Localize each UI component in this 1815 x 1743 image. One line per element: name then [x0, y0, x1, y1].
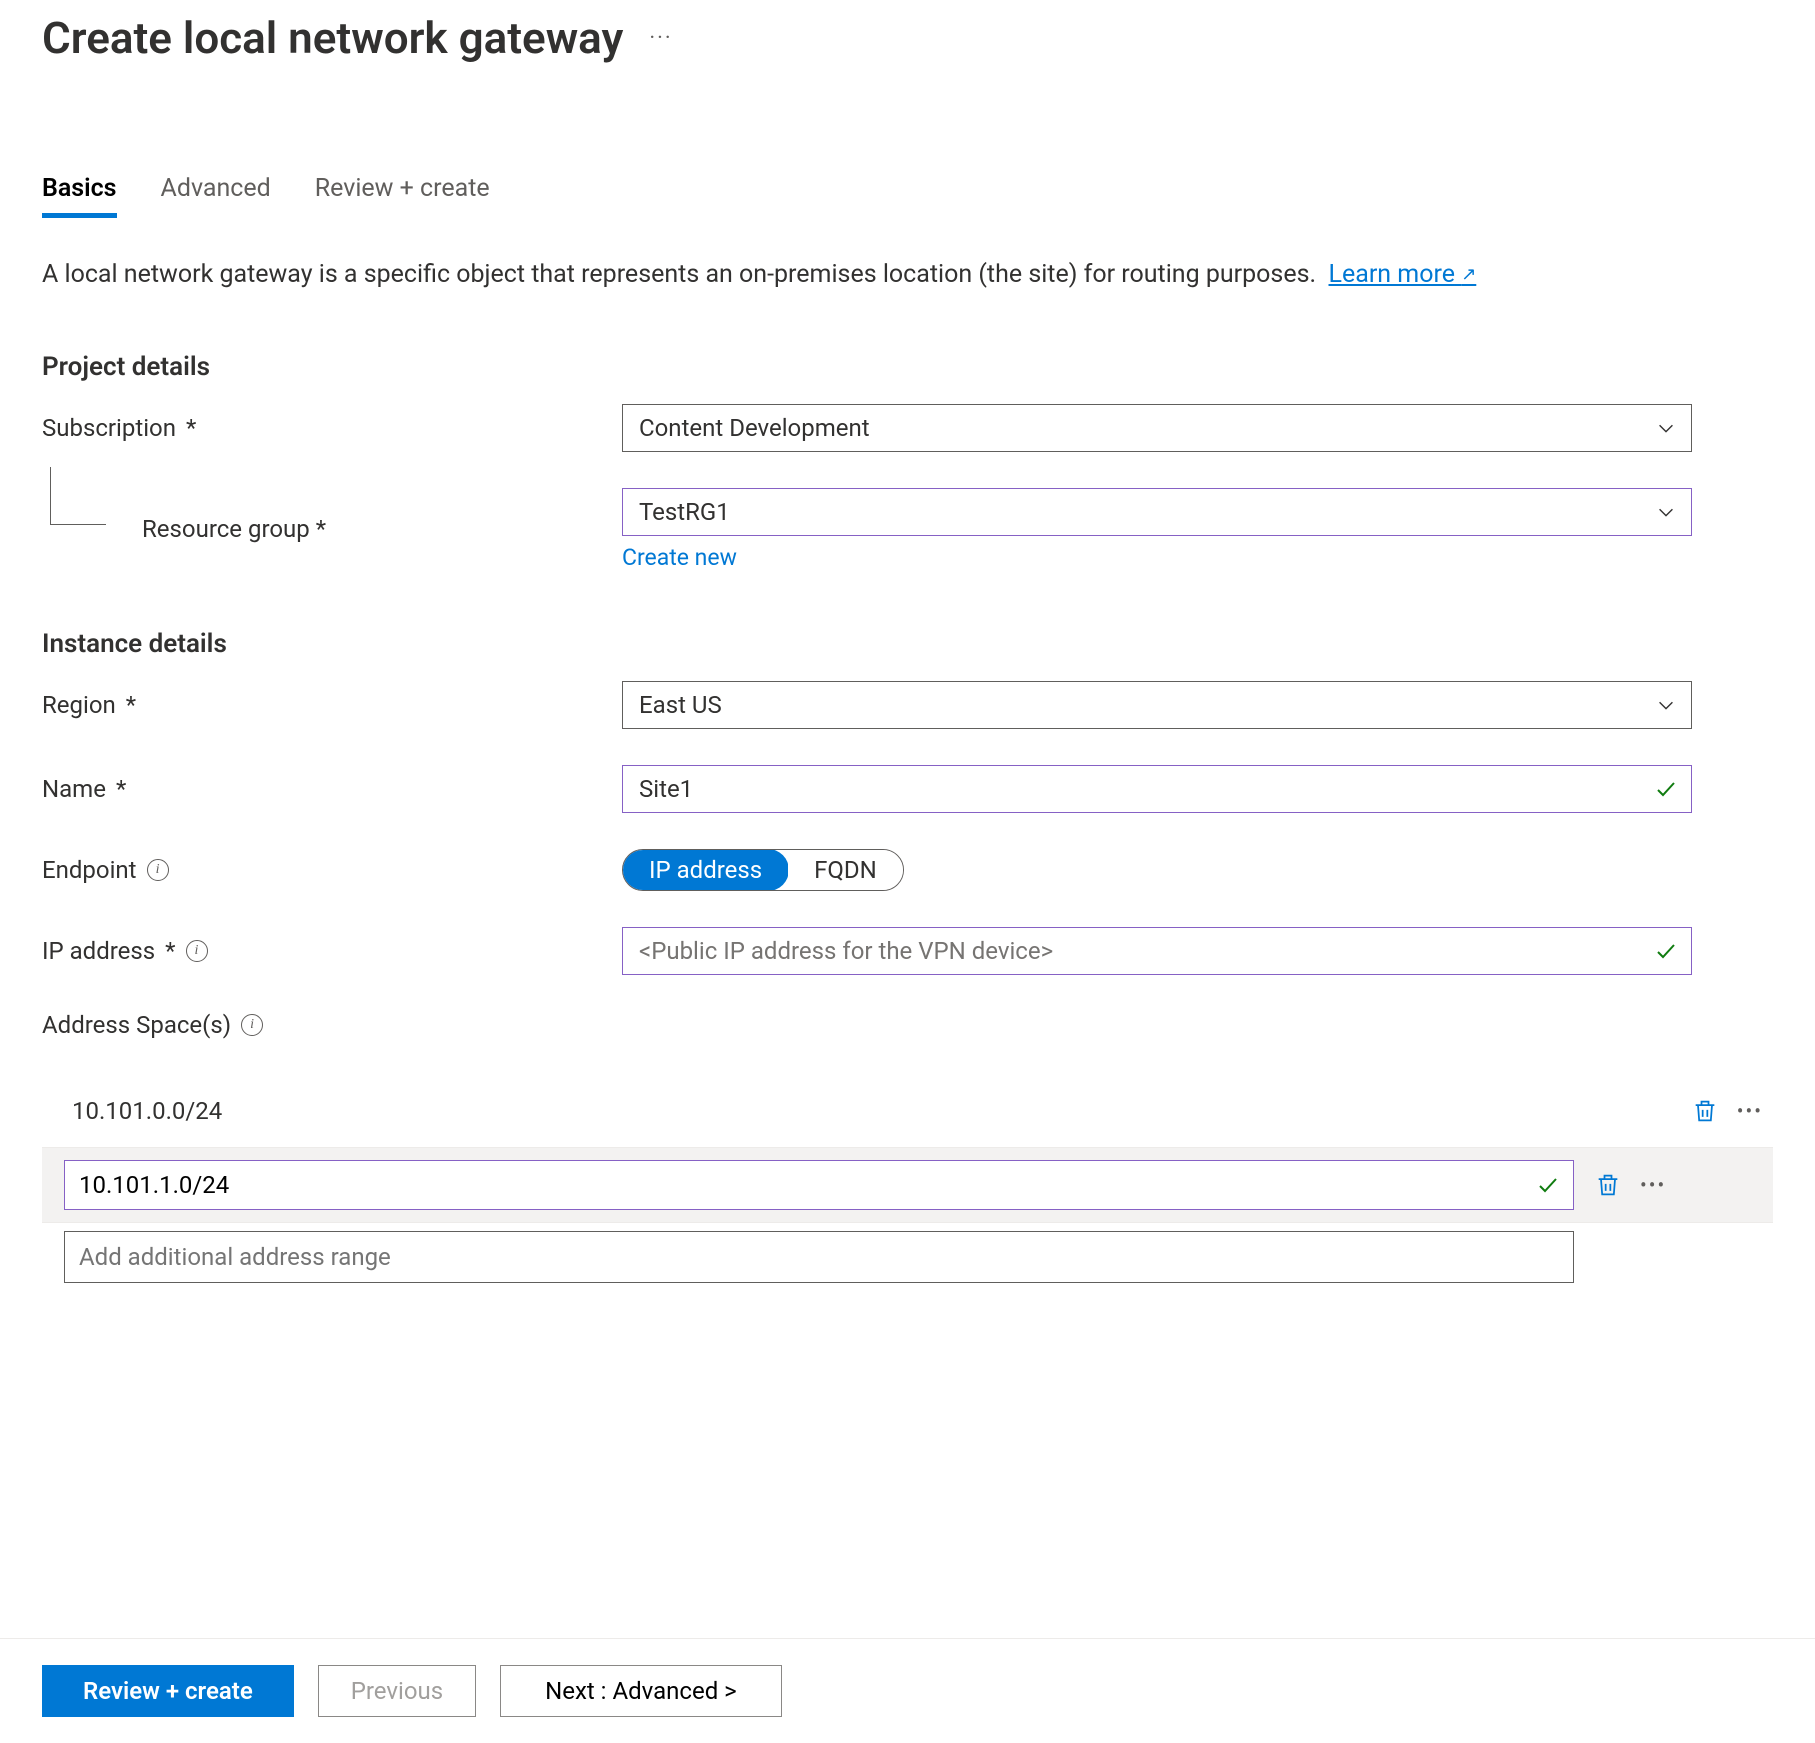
row-name: Name * — [42, 765, 1773, 813]
more-icon[interactable]: ••• — [1640, 1173, 1666, 1197]
subscription-value: Content Development — [639, 414, 870, 442]
address-add-input[interactable] — [64, 1231, 1574, 1283]
next-button[interactable]: Next : Advanced > — [500, 1665, 782, 1717]
label-subscription-text: Subscription — [42, 414, 176, 442]
resource-group-select[interactable]: TestRG1 — [622, 488, 1692, 536]
tab-advanced[interactable]: Advanced — [161, 174, 271, 218]
label-name: Name * — [42, 775, 622, 803]
label-ip-address: IP address * i — [42, 937, 622, 965]
required-mark: * — [116, 775, 126, 803]
required-mark: * — [186, 414, 196, 442]
row-ip-address: IP address * i — [42, 927, 1773, 975]
previous-button[interactable]: Previous — [318, 1665, 476, 1717]
more-icon[interactable]: ··· — [649, 26, 672, 51]
row-region: Region * East US — [42, 681, 1773, 729]
region-value: East US — [639, 691, 722, 719]
check-icon — [1654, 777, 1678, 801]
required-mark: * — [316, 515, 326, 543]
address-row: 10.101.0.0/24 ••• — [42, 1075, 1773, 1148]
required-mark: * — [165, 937, 175, 965]
endpoint-option-ip[interactable]: IP address — [622, 849, 789, 891]
learn-more-link[interactable]: Learn more ↗ — [1329, 260, 1477, 289]
info-icon[interactable]: i — [241, 1014, 263, 1036]
review-create-button[interactable]: Review + create — [42, 1665, 294, 1717]
more-icon[interactable]: ••• — [1737, 1099, 1763, 1123]
name-input[interactable] — [622, 765, 1692, 813]
ip-address-input[interactable] — [622, 927, 1692, 975]
create-new-link[interactable]: Create new — [622, 544, 737, 571]
row-endpoint: Endpoint i IP address FQDN — [42, 849, 1773, 891]
title-row: Create local network gateway ··· — [42, 12, 1773, 64]
label-region: Region * — [42, 691, 622, 719]
label-address-spaces: Address Space(s) i — [42, 1011, 622, 1039]
address-input[interactable] — [64, 1160, 1574, 1210]
section-instance-details: Instance details — [42, 629, 1773, 659]
address-row: ••• — [42, 1148, 1773, 1223]
label-region-text: Region — [42, 691, 116, 719]
intro-body: A local network gateway is a specific ob… — [42, 260, 1316, 289]
intro-text: A local network gateway is a specific ob… — [42, 256, 1742, 294]
chevron-down-icon — [1655, 417, 1677, 439]
address-space-list: 10.101.0.0/24 ••• — [42, 1075, 1773, 1291]
info-icon[interactable]: i — [147, 859, 169, 881]
external-link-icon: ↗ — [1461, 264, 1476, 285]
label-ip-address-text: IP address — [42, 937, 155, 965]
row-subscription: Subscription * Content Development — [42, 404, 1773, 452]
label-resource-group-text: Resource group — [142, 515, 310, 543]
check-icon — [1536, 1173, 1560, 1197]
check-icon — [1654, 939, 1678, 963]
row-address-spaces-label: Address Space(s) i — [42, 1011, 1773, 1039]
trash-icon[interactable] — [1594, 1171, 1622, 1199]
label-subscription: Subscription * — [42, 414, 622, 442]
address-row-add — [42, 1223, 1773, 1291]
tab-basics[interactable]: Basics — [42, 174, 117, 218]
info-icon[interactable]: i — [186, 940, 208, 962]
address-value: 10.101.0.0/24 — [42, 1079, 1679, 1143]
endpoint-toggle: IP address FQDN — [622, 849, 904, 891]
label-address-spaces-text: Address Space(s) — [42, 1011, 231, 1039]
label-name-text: Name — [42, 775, 106, 803]
endpoint-option-fqdn[interactable]: FQDN — [788, 850, 903, 890]
tab-review[interactable]: Review + create — [315, 174, 490, 218]
page-title: Create local network gateway — [42, 12, 623, 64]
subscription-select[interactable]: Content Development — [622, 404, 1692, 452]
label-resource-group: Resource group * — [42, 515, 622, 543]
row-resource-group: Resource group * TestRG1 Create new — [42, 488, 1773, 571]
label-endpoint-text: Endpoint — [42, 856, 137, 884]
label-endpoint: Endpoint i — [42, 856, 622, 884]
chevron-down-icon — [1655, 501, 1677, 523]
resource-group-value: TestRG1 — [639, 498, 730, 526]
footer: Review + create Previous Next : Advanced… — [0, 1638, 1815, 1743]
chevron-down-icon — [1655, 694, 1677, 716]
region-select[interactable]: East US — [622, 681, 1692, 729]
required-mark: * — [126, 691, 136, 719]
learn-more-label: Learn more — [1329, 260, 1455, 289]
section-project-details: Project details — [42, 352, 1773, 382]
trash-icon[interactable] — [1691, 1097, 1719, 1125]
tabs: Basics Advanced Review + create — [42, 174, 1773, 218]
